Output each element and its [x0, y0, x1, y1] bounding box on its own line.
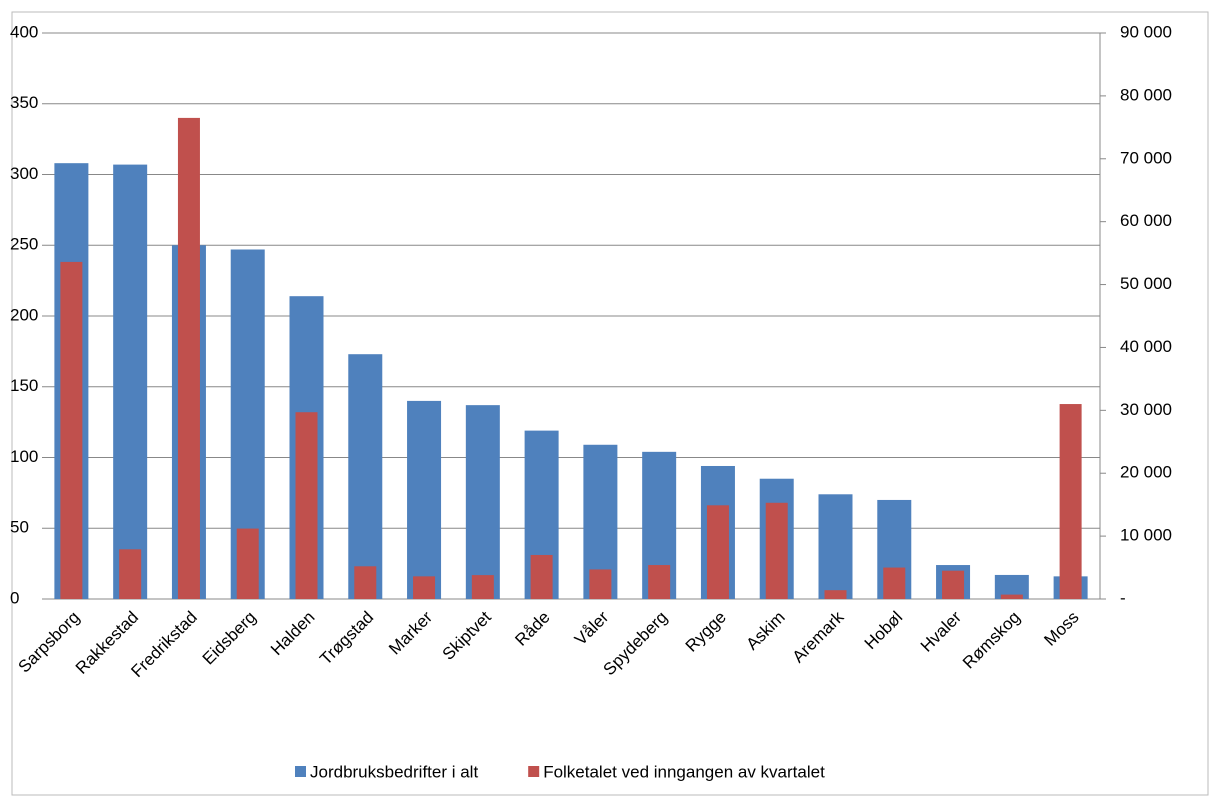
bar	[354, 566, 377, 599]
bar	[60, 261, 83, 599]
y-tick-label: 50	[10, 518, 29, 537]
bar	[471, 575, 494, 599]
bar	[530, 554, 553, 599]
chart-frame	[11, 11, 1209, 796]
y2-tick-label: 20 000	[1120, 463, 1172, 482]
legend-label: Jordbruksbedrifter i alt	[310, 762, 478, 781]
y2-tick-label: 50 000	[1120, 274, 1172, 293]
bar	[648, 565, 671, 599]
legend-swatch	[295, 766, 306, 777]
bar	[113, 164, 148, 599]
bar	[295, 412, 318, 599]
bar	[818, 494, 853, 599]
y2-tick-label: 90 000	[1120, 22, 1172, 41]
bar	[1059, 404, 1082, 599]
bar	[765, 502, 788, 599]
bar	[883, 567, 906, 599]
bar	[706, 505, 729, 599]
bar	[348, 354, 383, 599]
y-tick-label: 400	[10, 22, 38, 41]
y-tick-label: 300	[10, 164, 38, 183]
bar	[1000, 594, 1023, 599]
legend-swatch	[528, 766, 540, 777]
y2-tick-label: 40 000	[1120, 337, 1172, 356]
bar	[413, 576, 436, 599]
y2-tick-label: 30 000	[1120, 400, 1172, 419]
y-tick-label: 0	[10, 588, 19, 607]
bar	[119, 549, 142, 599]
bar	[589, 569, 612, 599]
bar	[177, 117, 200, 600]
bar	[824, 590, 847, 599]
y2-tick-label: 70 000	[1120, 148, 1172, 167]
y-tick-label: 150	[10, 376, 38, 395]
y2-tick-label: -	[1120, 588, 1126, 607]
y-tick-label: 200	[10, 305, 38, 324]
bar	[236, 528, 259, 599]
y-tick-label: 100	[10, 447, 38, 466]
y-tick-label: 350	[10, 93, 38, 112]
legend-label: Folketalet ved inngangen av kvartalet	[543, 762, 825, 781]
bar	[942, 570, 965, 599]
y2-tick-label: 10 000	[1120, 526, 1172, 545]
bar	[407, 400, 442, 599]
y-tick-label: 250	[10, 235, 38, 254]
y2-tick-label: 60 000	[1120, 211, 1172, 230]
bar	[465, 405, 500, 599]
y2-tick-label: 80 000	[1120, 85, 1172, 104]
